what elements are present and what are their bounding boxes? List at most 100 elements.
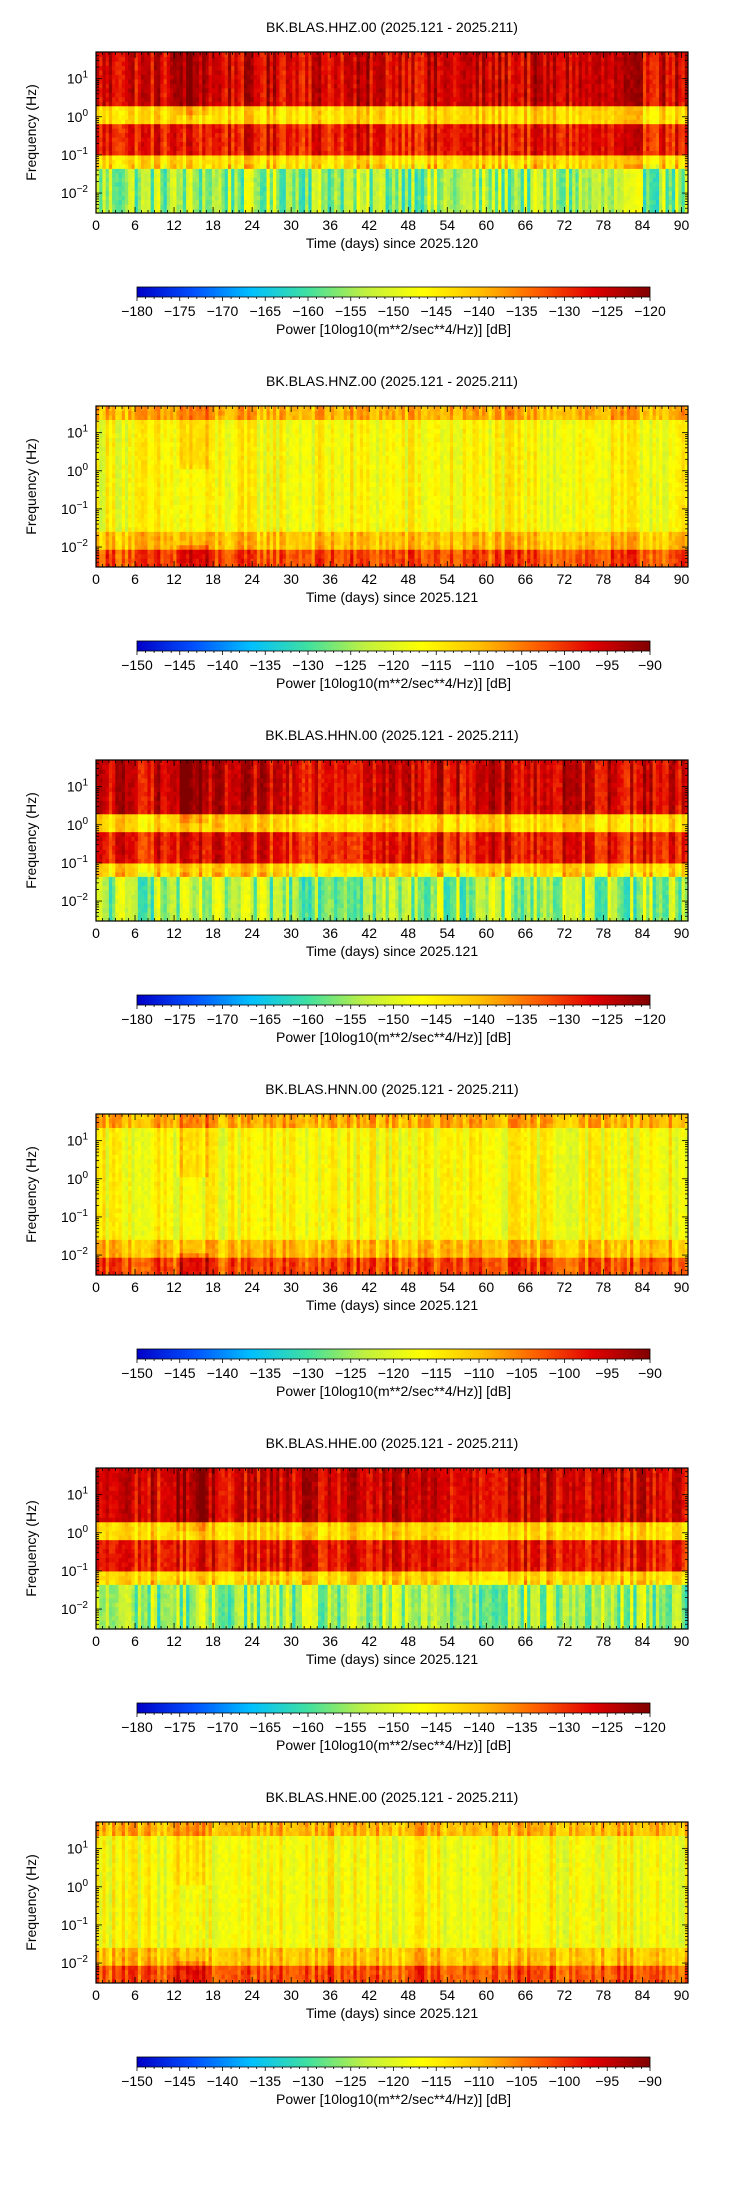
x-tick-label: 84 xyxy=(635,1279,651,1295)
spectrogram-chart: BK.BLAS.HNZ.00 (2025.121 - 2025.211) 0 6 12… xyxy=(23,373,689,691)
colorbar-tick-label: −115 xyxy=(421,1365,452,1381)
plot-frame xyxy=(95,759,689,922)
x-axis-label: Time (days) since 2025.121 xyxy=(306,2005,478,2021)
chart-title: BK.BLAS.HHN.00 (2025.121 - 2025.211) xyxy=(265,727,518,743)
x-tick-label: 72 xyxy=(557,1987,573,2003)
x-tick-label: 84 xyxy=(635,1987,651,2003)
colorbar-tick-label: −150 xyxy=(121,1365,153,1381)
x-tick-label: 78 xyxy=(596,1279,612,1295)
colorbar-tick-label: −145 xyxy=(420,1011,452,1027)
colorbar-label: Power [10log10(m**2/sec**4/Hz)] [dB] xyxy=(276,675,511,691)
x-tick-label: 24 xyxy=(244,925,260,941)
y-tick-label: 10−2 xyxy=(61,892,88,909)
x-tick-label: 36 xyxy=(322,217,338,233)
colorbar-tick-label: −145 xyxy=(164,2073,196,2089)
colorbar-tick-label: −140 xyxy=(463,303,495,319)
colorbar-tick-label: −90 xyxy=(638,657,662,673)
colorbar-tick-label: −175 xyxy=(164,303,196,319)
colorbar-tick-label: −155 xyxy=(335,1719,367,1735)
colorbar-tick-label: −135 xyxy=(249,657,281,673)
x-tick-label: 60 xyxy=(479,925,495,941)
plot-frame xyxy=(95,1821,689,1984)
colorbar: −180 −175 −170 −165 −160 −155 −150 −145 −140 −135… xyxy=(121,286,666,337)
colorbar-tick-label: −150 xyxy=(378,1011,410,1027)
x-tick-label: 24 xyxy=(244,571,260,587)
spectrogram-image xyxy=(96,52,688,213)
x-tick-label: 84 xyxy=(635,925,651,941)
x-tick-label: 84 xyxy=(635,217,651,233)
colorbar-tick-label: −140 xyxy=(207,1365,239,1381)
spectrogram-image xyxy=(96,1114,688,1275)
x-tick-label: 18 xyxy=(205,1279,221,1295)
colorbar-tick-label: −135 xyxy=(249,1365,281,1381)
colorbar-tick-label: −140 xyxy=(463,1011,495,1027)
x-tick-label: 48 xyxy=(400,1279,416,1295)
x-tick-label: 0 xyxy=(92,571,100,587)
x-axis-label: Time (days) since 2025.121 xyxy=(306,1297,478,1313)
spectrogram-chart: BK.BLAS.HHZ.00 (2025.121 - 2025.211) 0 6 12… xyxy=(23,19,689,337)
colorbar-tick-label: −135 xyxy=(506,303,538,319)
colorbar-tick-label: −160 xyxy=(292,1011,324,1027)
x-tick-label: 66 xyxy=(518,925,534,941)
x-tick-label: 36 xyxy=(322,1987,338,2003)
y-tick-label: 10−2 xyxy=(61,1954,88,1971)
y-tick-label: 10−1 xyxy=(61,146,88,163)
y-tick-label: 10−1 xyxy=(61,1208,88,1225)
colorbar-tick-label: −130 xyxy=(292,1365,324,1381)
y-tick-label: 10−1 xyxy=(61,1916,88,1933)
colorbar-tick-label: −100 xyxy=(549,657,581,673)
colorbar: −180 −175 −170 −165 −160 −155 −150 −145 −140 −135… xyxy=(121,994,666,1045)
colorbar-tick-label: −180 xyxy=(121,303,153,319)
colorbar-tick-label: −125 xyxy=(335,1365,367,1381)
colorbar-tick-label: −110 xyxy=(464,2073,495,2089)
x-tick-label: 12 xyxy=(166,217,182,233)
x-tick-label: 54 xyxy=(440,925,456,941)
x-tick-label: 36 xyxy=(322,1279,338,1295)
x-tick-label: 18 xyxy=(205,925,221,941)
colorbar-tick-label: −145 xyxy=(420,1719,452,1735)
x-tick-label: 36 xyxy=(322,925,338,941)
x-tick-label: 12 xyxy=(166,925,182,941)
spectrogram-image xyxy=(96,406,688,567)
x-tick-label: 54 xyxy=(440,1987,456,2003)
colorbar-tick-label: −110 xyxy=(464,1365,495,1381)
colorbar: −150 −145 −140 −135 −130 −125 −120 −115 −110 −105… xyxy=(121,640,662,691)
chart-title: BK.BLAS.HHZ.00 (2025.121 - 2025.211) xyxy=(266,19,518,35)
colorbar-tick-label: −170 xyxy=(207,1011,239,1027)
x-tick-label: 60 xyxy=(479,1987,495,2003)
x-tick-label: 48 xyxy=(400,1987,416,2003)
x-tick-label: 54 xyxy=(440,1279,456,1295)
x-tick-label: 18 xyxy=(205,1633,221,1649)
x-tick-label: 18 xyxy=(205,571,221,587)
colorbar-tick-label: −150 xyxy=(121,2073,153,2089)
y-axis: 101 100 10−1 10−2 xyxy=(61,1821,688,1984)
x-axis: 0 6 12 18 24 30 36 42 48 54 60 66 72 78 84 90 xyxy=(92,52,689,233)
x-tick-label: 6 xyxy=(131,1987,139,2003)
x-tick-label: 48 xyxy=(400,217,416,233)
x-tick-label: 78 xyxy=(596,1987,612,2003)
x-tick-label: 6 xyxy=(131,925,139,941)
spectrogram-image xyxy=(96,760,688,921)
x-tick-label: 30 xyxy=(283,217,299,233)
spectrogram-panel: BK.BLAS.HHN.00 (2025.121 - 2025.211) 0 6 12… xyxy=(0,708,750,1062)
colorbar-tick-label: −125 xyxy=(591,303,623,319)
y-tick-label: 10−2 xyxy=(61,184,88,201)
x-tick-label: 30 xyxy=(283,925,299,941)
x-tick-label: 90 xyxy=(674,1633,690,1649)
x-tick-label: 0 xyxy=(92,1279,100,1295)
x-tick-label: 0 xyxy=(92,1633,100,1649)
x-tick-label: 48 xyxy=(400,925,416,941)
colorbar-tick-label: −175 xyxy=(164,1011,196,1027)
x-tick-label: 6 xyxy=(131,571,139,587)
colorbar-tick-label: −120 xyxy=(634,1719,666,1735)
spectrogram-panel: BK.BLAS.HNN.00 (2025.121 - 2025.211) 0 6 12… xyxy=(0,1062,750,1416)
colorbar-label: Power [10log10(m**2/sec**4/Hz)] [dB] xyxy=(276,1029,511,1045)
plot-frame xyxy=(95,1113,689,1276)
spectrogram-image xyxy=(96,1468,688,1629)
x-tick-label: 42 xyxy=(361,1279,377,1295)
colorbar-tick-label: −130 xyxy=(292,2073,324,2089)
y-axis-label: Frequency (Hz) xyxy=(23,1146,39,1242)
x-tick-label: 78 xyxy=(596,925,612,941)
x-tick-label: 60 xyxy=(479,571,495,587)
colorbar-tick-label: −95 xyxy=(595,2073,619,2089)
